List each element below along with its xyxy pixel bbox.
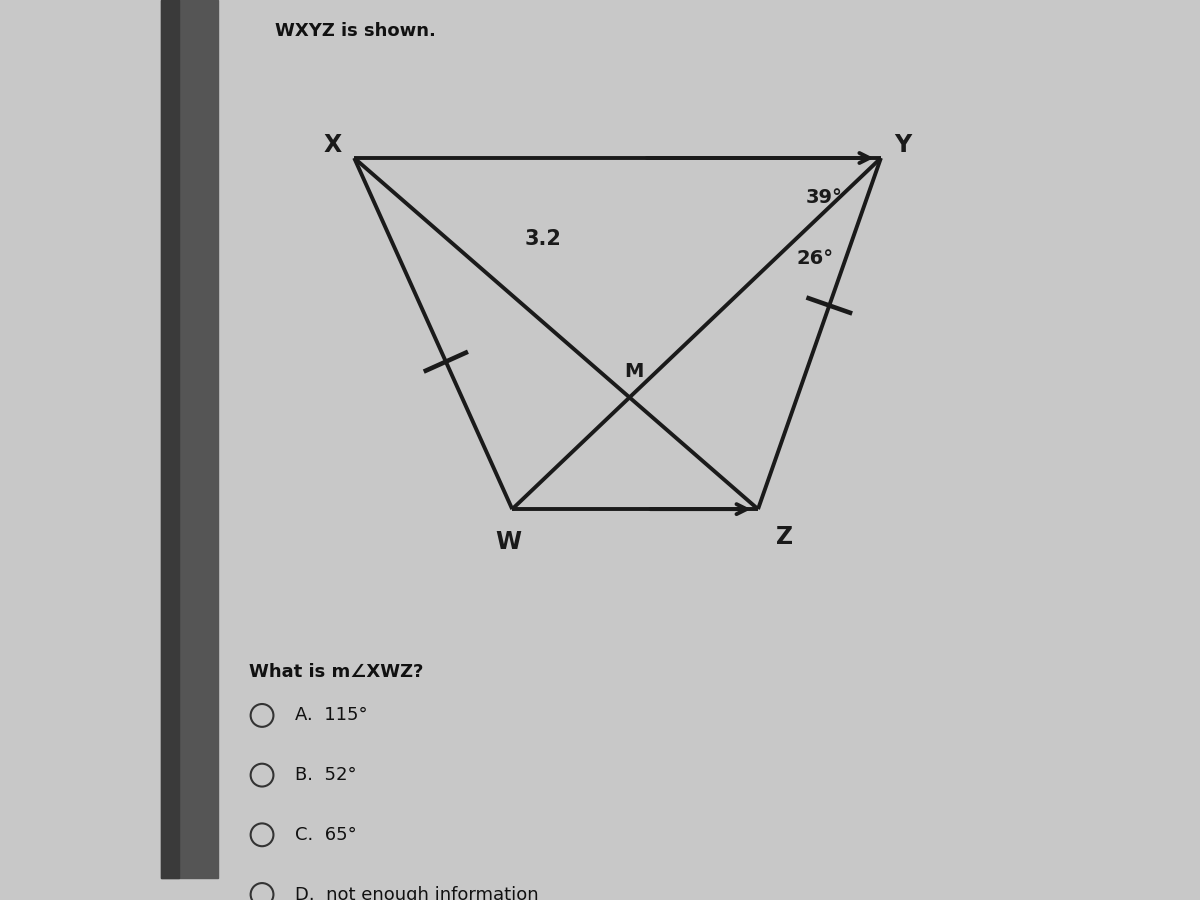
Bar bbox=[161, 0, 218, 878]
Text: Z: Z bbox=[775, 526, 793, 549]
Text: 39°: 39° bbox=[805, 188, 842, 207]
Text: 26°: 26° bbox=[797, 249, 834, 268]
Text: C.  65°: C. 65° bbox=[295, 826, 358, 844]
Text: M: M bbox=[624, 362, 643, 381]
Text: B.  52°: B. 52° bbox=[295, 766, 358, 784]
Text: What is m∠XWZ?: What is m∠XWZ? bbox=[248, 662, 424, 680]
Bar bbox=[161, 0, 179, 878]
Text: WXYZ is shown.: WXYZ is shown. bbox=[275, 22, 436, 40]
Text: Y: Y bbox=[894, 133, 912, 157]
Text: D.  not enough information: D. not enough information bbox=[295, 886, 539, 900]
Text: 3.2: 3.2 bbox=[524, 229, 562, 248]
Text: X: X bbox=[323, 133, 341, 157]
Text: A.  115°: A. 115° bbox=[295, 706, 368, 724]
Text: W: W bbox=[494, 530, 521, 554]
